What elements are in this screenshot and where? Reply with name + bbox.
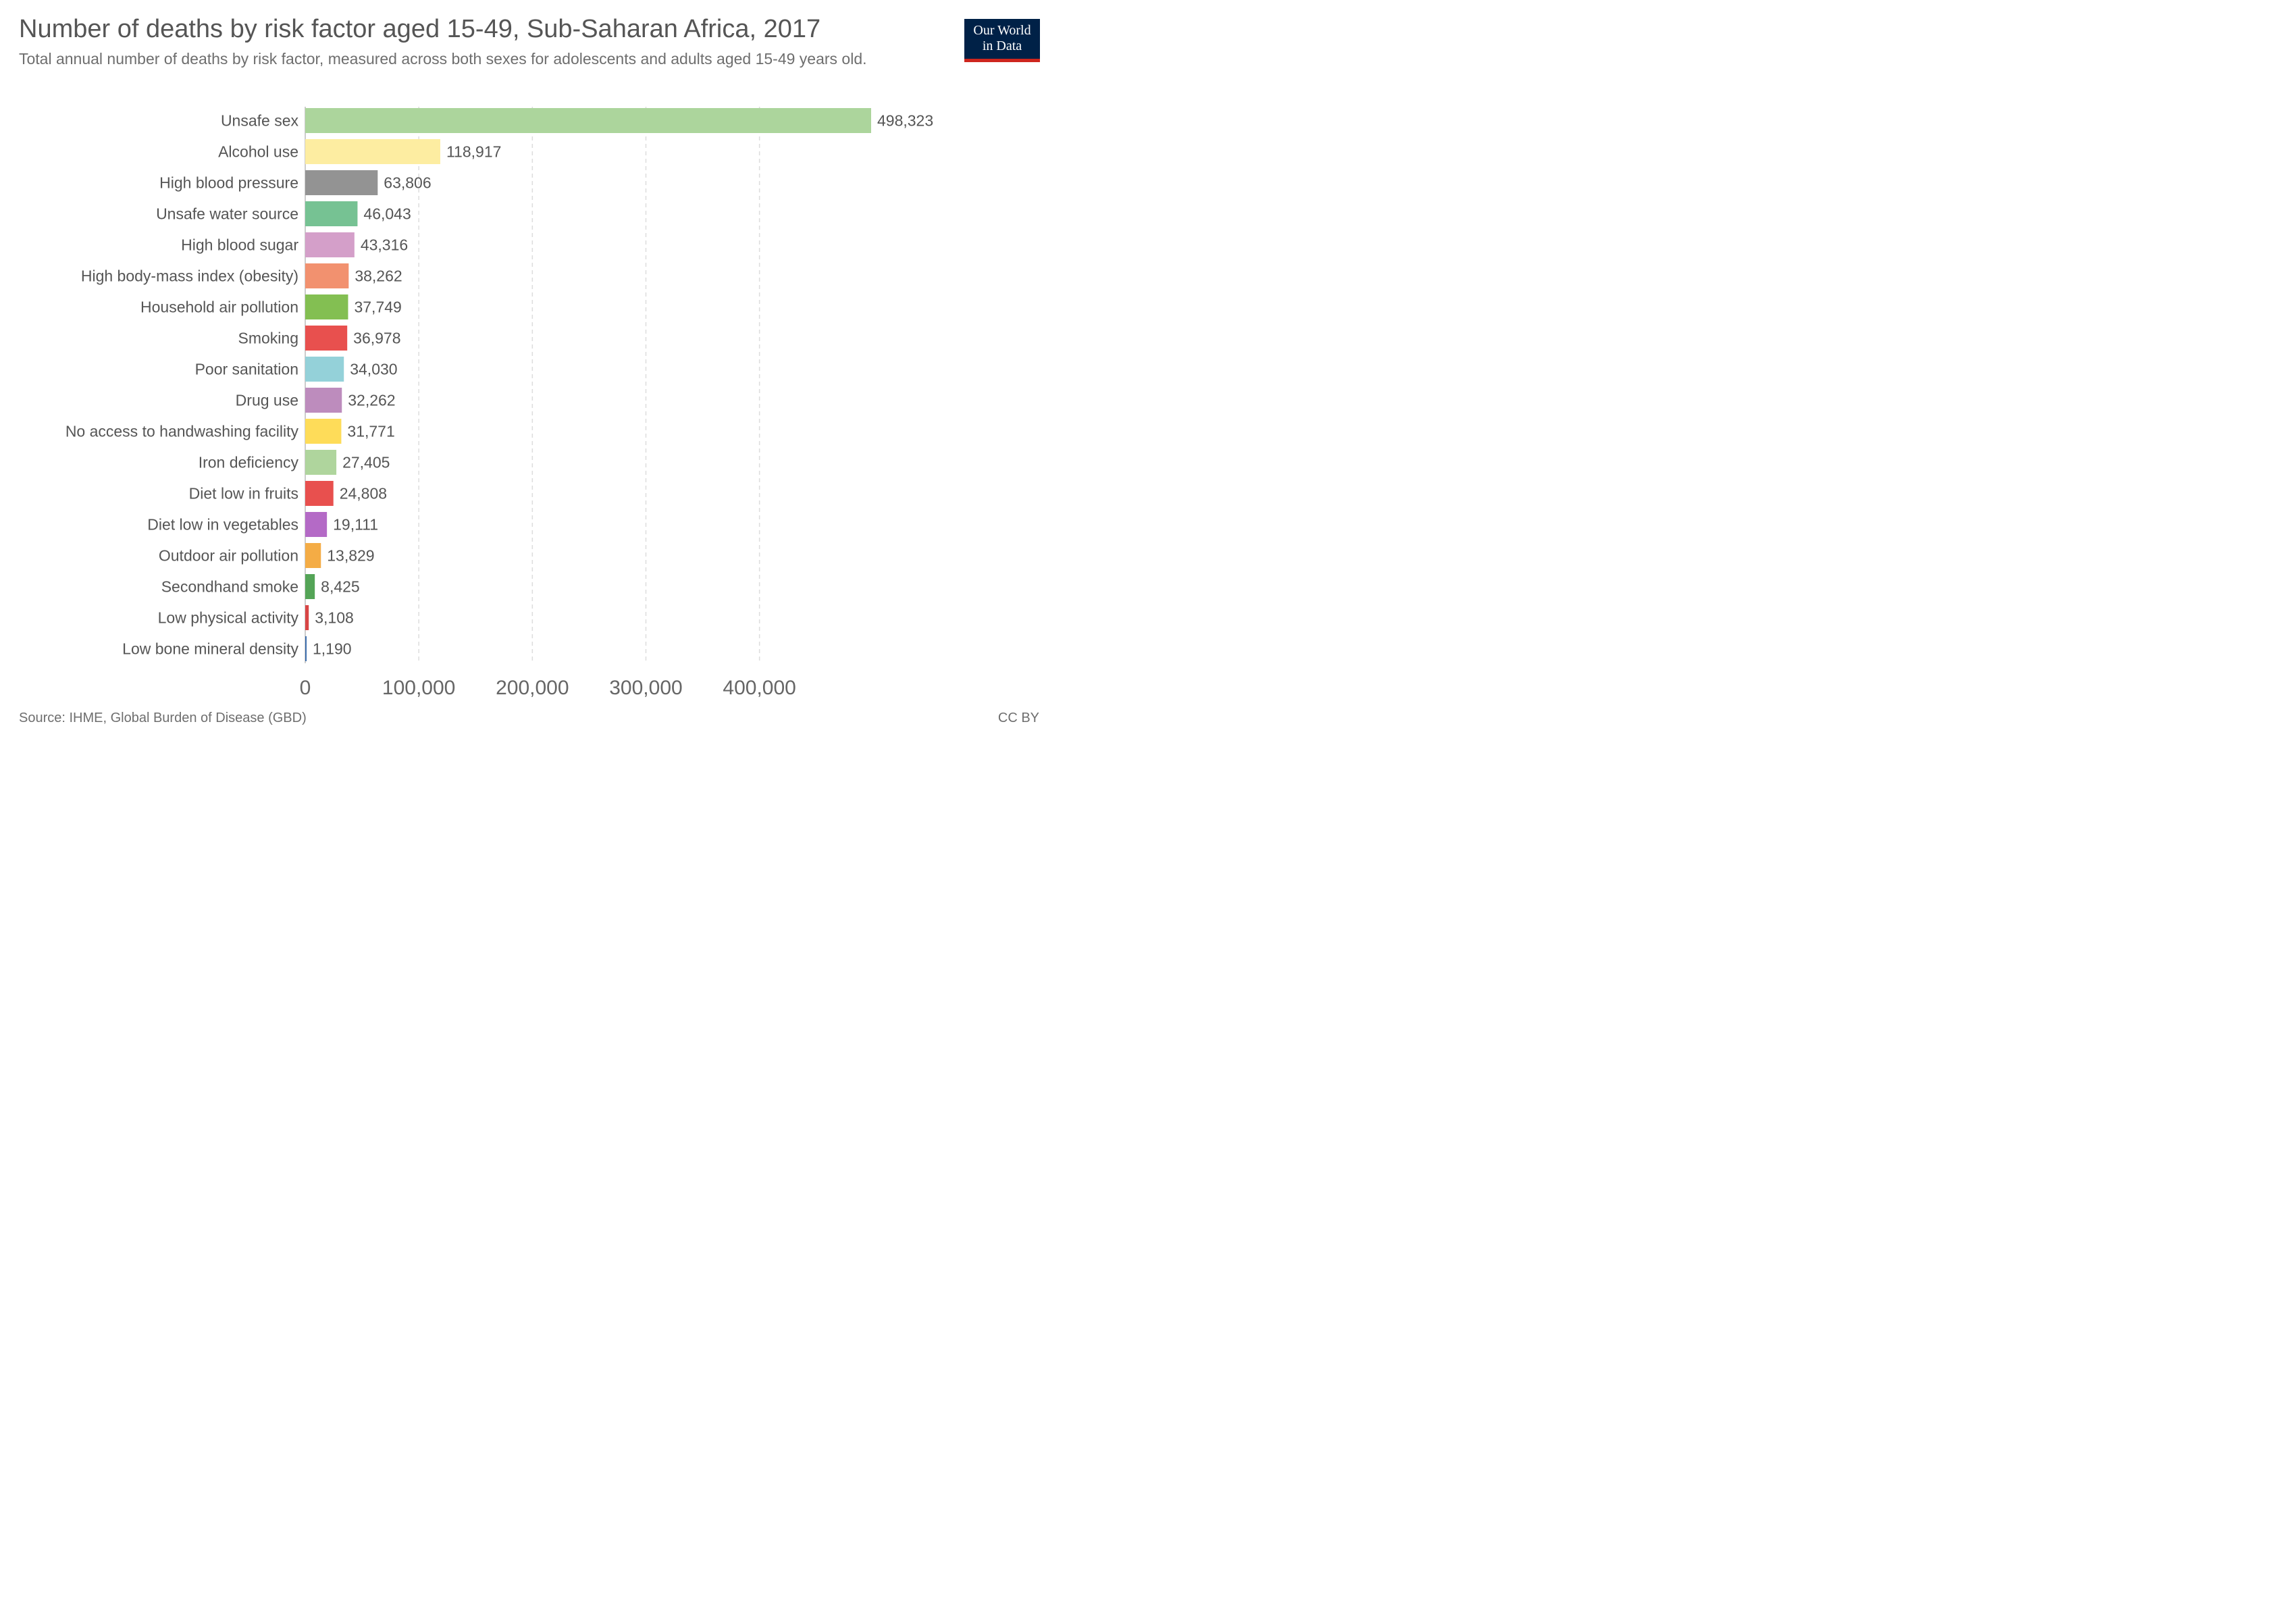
bar-row[interactable]: High blood sugar 43,316 — [181, 232, 408, 257]
bar[interactable] — [305, 636, 307, 661]
logo-line-1: Our World — [973, 23, 1031, 38]
category-label: High blood sugar — [181, 236, 298, 254]
bar-chart: 0 100,000 200,000 300,000 400,000 Unsafe sex 4… — [66, 107, 933, 699]
chart-title: Number of deaths by risk factor aged 15-… — [19, 15, 821, 43]
bar-row[interactable]: Household air pollution 37,749 — [140, 294, 402, 319]
bar[interactable] — [305, 419, 342, 444]
category-label: High body-mass index (obesity) — [81, 267, 298, 285]
bar-row[interactable]: High blood pressure 63,806 — [159, 170, 432, 195]
chart-subtitle: Total annual number of deaths by risk fa… — [19, 50, 867, 68]
x-tick-label: 300,000 — [609, 677, 682, 699]
bar[interactable] — [305, 294, 348, 319]
x-tick-label: 400,000 — [723, 677, 795, 699]
category-label: Smoking — [238, 330, 298, 347]
bar[interactable] — [305, 388, 342, 413]
bar-row[interactable]: Low bone mineral density 1,190 — [122, 636, 352, 661]
bar[interactable] — [305, 263, 349, 288]
category-label: Unsafe sex — [221, 112, 299, 130]
value-label: 27,405 — [342, 454, 390, 471]
category-label: Diet low in vegetables — [147, 516, 298, 534]
value-label: 13,829 — [327, 547, 374, 565]
bar-row[interactable]: Diet low in vegetables 19,111 — [147, 512, 378, 537]
bar-row[interactable]: Alcohol use 118,917 — [218, 139, 501, 164]
bar[interactable] — [305, 326, 348, 351]
bar[interactable] — [305, 357, 344, 382]
x-tick-label: 200,000 — [496, 677, 569, 699]
bar-row[interactable]: Unsafe water source 46,043 — [156, 201, 411, 226]
value-label: 38,262 — [355, 267, 402, 285]
x-tick-label: 100,000 — [382, 677, 455, 699]
logo-line-2: in Data — [982, 38, 1022, 53]
bar-row[interactable]: Poor sanitation 34,030 — [195, 357, 398, 382]
category-label: High blood pressure — [159, 174, 298, 192]
value-label: 8,425 — [321, 578, 360, 596]
category-label: Alcohol use — [218, 143, 298, 161]
category-label: Outdoor air pollution — [159, 547, 298, 565]
bar[interactable] — [305, 512, 328, 537]
value-label: 63,806 — [384, 174, 431, 192]
bar[interactable] — [305, 543, 321, 568]
category-label: Low bone mineral density — [122, 640, 298, 658]
value-label: 31,771 — [347, 423, 394, 440]
category-label: Secondhand smoke — [161, 578, 298, 596]
value-label: 24,808 — [340, 485, 387, 503]
value-label: 43,316 — [361, 236, 408, 254]
bar-row[interactable]: Drug use 32,262 — [236, 388, 396, 413]
bar[interactable] — [305, 450, 337, 475]
bar-row[interactable]: Diet low in fruits 24,808 — [189, 481, 387, 506]
value-label: 32,262 — [348, 392, 395, 409]
category-label: Low physical activity — [158, 609, 299, 627]
value-label: 46,043 — [363, 205, 411, 223]
bar-row[interactable]: Secondhand smoke 8,425 — [161, 574, 360, 599]
bar-row[interactable]: Low physical activity 3,108 — [158, 605, 354, 630]
bar-row[interactable]: No access to handwashing facility 31,771 — [66, 419, 395, 444]
category-label: Diet low in fruits — [189, 485, 298, 503]
bar-row[interactable]: Outdoor air pollution 13,829 — [159, 543, 375, 568]
bar-row[interactable]: Iron deficiency 27,405 — [199, 450, 390, 475]
value-label: 498,323 — [877, 112, 933, 130]
bar[interactable] — [305, 605, 309, 630]
x-tick-label: 0 — [300, 677, 311, 699]
bar-row[interactable]: High body-mass index (obesity) 38,262 — [81, 263, 402, 288]
bar[interactable] — [305, 201, 358, 226]
value-label: 3,108 — [315, 609, 354, 627]
our-world-in-data-logo[interactable]: Our World in Data — [964, 19, 1040, 62]
bar[interactable] — [305, 170, 378, 195]
value-label: 1,190 — [313, 640, 352, 658]
value-label: 37,749 — [354, 299, 401, 316]
value-label: 19,111 — [333, 516, 378, 534]
category-label: Unsafe water source — [156, 205, 298, 223]
value-label: 34,030 — [350, 361, 397, 378]
source-note[interactable]: Source: IHME, Global Burden of Disease (… — [19, 711, 307, 725]
bar-row[interactable]: Smoking 36,978 — [238, 326, 401, 351]
bar[interactable] — [305, 232, 355, 257]
category-label: No access to handwashing facility — [66, 423, 299, 440]
category-label: Poor sanitation — [195, 361, 298, 378]
category-label: Household air pollution — [140, 299, 298, 316]
bar[interactable] — [305, 574, 315, 599]
category-label: Drug use — [236, 392, 298, 409]
value-label: 36,978 — [353, 330, 400, 347]
bar-row[interactable]: Unsafe sex 498,323 — [221, 108, 933, 133]
bar[interactable] — [305, 481, 334, 506]
value-label: 118,917 — [446, 143, 501, 161]
license-link[interactable]: CC BY — [997, 711, 1039, 725]
bar[interactable] — [305, 139, 440, 164]
category-label: Iron deficiency — [199, 454, 299, 471]
bar[interactable] — [305, 108, 871, 133]
